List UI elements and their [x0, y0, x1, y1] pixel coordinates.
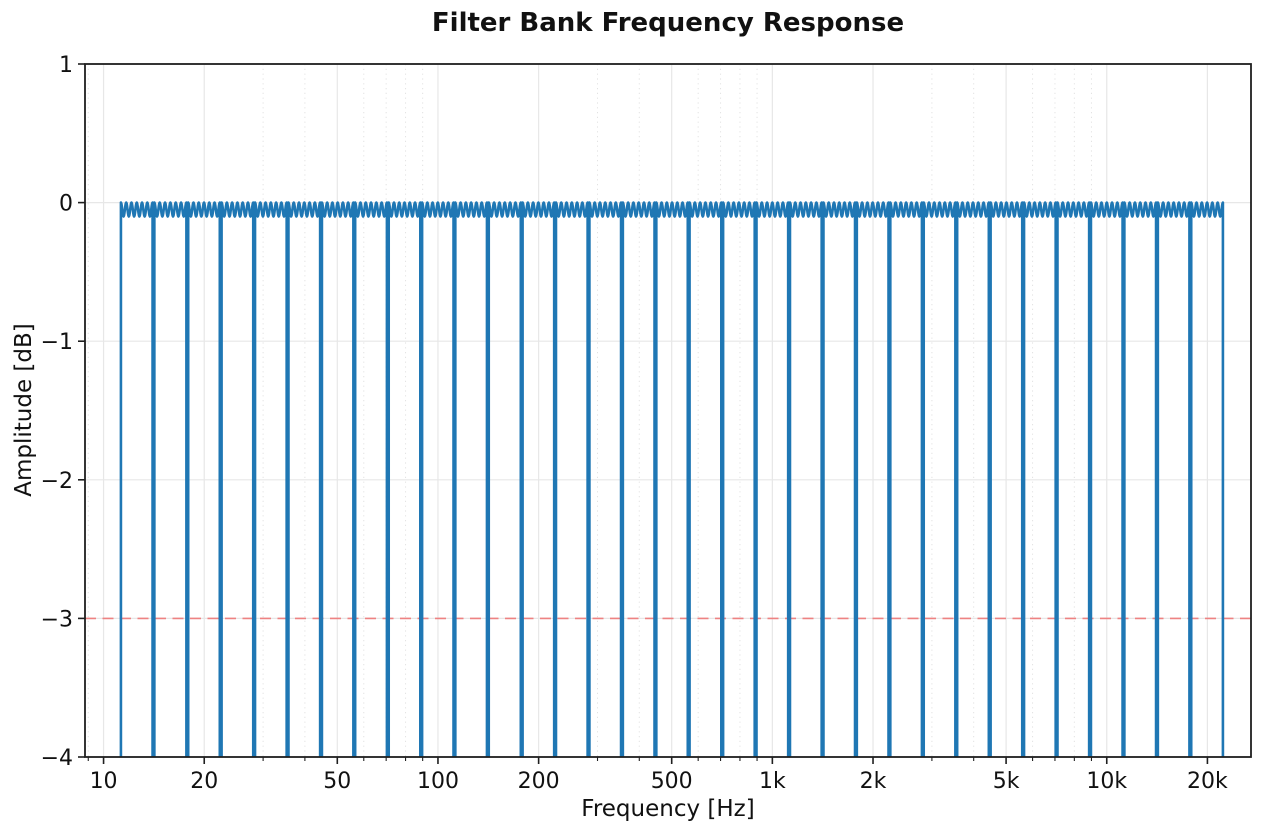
x-tick-label: 10	[90, 769, 118, 794]
x-tick-label: 50	[323, 769, 351, 794]
x-tick-label: 20	[190, 769, 218, 794]
x-tick-label: 500	[651, 769, 693, 794]
x-axis-label: Frequency [Hz]	[581, 796, 755, 822]
chart-title: Filter Bank Frequency Response	[431, 8, 905, 38]
major-gridlines	[85, 63, 1251, 758]
x-tick-marks	[87, 757, 1209, 764]
y-tick-label: −4	[41, 746, 73, 771]
y-tick-label: −3	[41, 607, 73, 632]
y-tick-label: −1	[41, 330, 73, 355]
axis-spines	[84, 63, 1252, 758]
y-tick-labels: 1 0 −1 −2 −3 −4	[41, 53, 73, 771]
x-tick-label: 200	[518, 769, 560, 794]
x-tick-label: 5k	[993, 769, 1020, 794]
y-tick-label: 0	[59, 192, 73, 217]
y-tick-marks	[78, 63, 85, 758]
x-tick-label: 1k	[759, 769, 786, 794]
x-tick-label: 10k	[1086, 769, 1127, 794]
frequency-response-curve	[119, 201, 1225, 757]
y-tick-label: 1	[59, 53, 73, 78]
x-tick-label: 100	[417, 769, 459, 794]
x-tick-labels: 10 20 50 100 200 500 1k 2k 5k 10k 20k	[90, 769, 1228, 794]
y-axis-label: Amplitude [dB]	[11, 323, 37, 497]
x-tick-label: 20k	[1187, 769, 1228, 794]
x-tick-label: 2k	[860, 769, 887, 794]
y-tick-label: −2	[41, 469, 73, 494]
